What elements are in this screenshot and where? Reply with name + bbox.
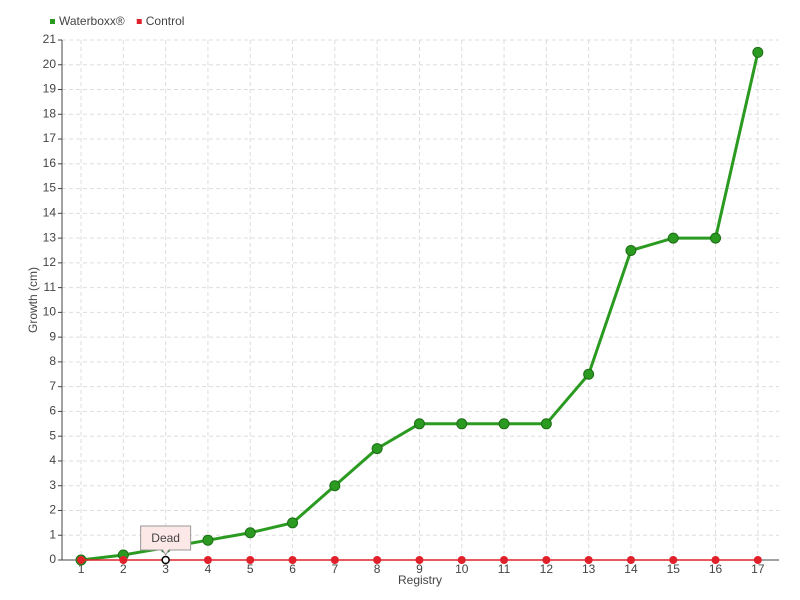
x-tick-label: 2 xyxy=(120,562,127,576)
y-tick-label: 14 xyxy=(43,206,57,220)
y-tick-label: 13 xyxy=(43,230,57,244)
x-tick-label: 8 xyxy=(374,562,381,576)
point xyxy=(287,517,299,529)
x-tick-label: 17 xyxy=(751,562,765,576)
y-tick-label: 20 xyxy=(43,57,57,71)
x-tick-label: 9 xyxy=(416,562,423,576)
point xyxy=(584,556,593,564)
point xyxy=(330,556,339,564)
point xyxy=(456,418,468,430)
point xyxy=(625,244,637,256)
x-tick-label: 13 xyxy=(582,562,596,576)
x-tick-label: 4 xyxy=(205,562,212,576)
point xyxy=(288,556,297,564)
y-tick-label: 1 xyxy=(49,527,56,541)
point xyxy=(203,556,212,564)
point xyxy=(583,368,595,380)
y-tick-label: 7 xyxy=(49,379,56,393)
x-tick-label: 11 xyxy=(498,562,511,576)
x-tick-label: 15 xyxy=(667,562,681,576)
point xyxy=(329,480,341,492)
point xyxy=(667,232,679,244)
point xyxy=(371,443,383,455)
y-tick-label: 11 xyxy=(44,280,57,294)
annotation-text: Dead xyxy=(151,531,180,545)
x-tick-label: 5 xyxy=(247,562,254,576)
point xyxy=(415,556,424,564)
point xyxy=(752,46,764,58)
point xyxy=(498,418,510,430)
x-axis-label: Registry xyxy=(398,573,442,587)
x-tick-label: 6 xyxy=(289,562,296,576)
y-tick-label: 15 xyxy=(43,181,57,195)
point xyxy=(711,556,720,564)
y-tick-label: 6 xyxy=(49,404,56,418)
x-tick-label: 7 xyxy=(331,562,338,576)
annotation-box xyxy=(140,525,192,556)
x-tick-label: 14 xyxy=(624,562,638,576)
point xyxy=(626,556,635,564)
x-tick-label: 10 xyxy=(455,562,469,576)
x-tick-label: 16 xyxy=(709,562,723,576)
point xyxy=(244,527,256,539)
x-tick-label: 12 xyxy=(540,562,554,576)
legend-label: Waterboxx® xyxy=(59,14,125,28)
y-tick-label: 5 xyxy=(49,428,56,442)
y-tick-label: 19 xyxy=(43,82,57,96)
y-tick-label: 12 xyxy=(43,255,57,269)
y-tick-label: 9 xyxy=(49,329,56,343)
point xyxy=(540,418,552,430)
y-tick-label: 8 xyxy=(49,354,56,368)
y-tick-label: 2 xyxy=(49,503,56,517)
annotation-point xyxy=(161,555,170,565)
legend-swatch xyxy=(50,19,55,24)
point xyxy=(246,556,255,564)
point xyxy=(413,418,425,430)
y-tick-label: 16 xyxy=(43,156,57,170)
y-tick-label: 3 xyxy=(49,478,56,492)
x-tick-label: 3 xyxy=(162,562,169,576)
y-tick-label: 10 xyxy=(43,305,57,319)
point xyxy=(373,556,382,564)
y-axis-label: Growth (cm) xyxy=(26,267,40,333)
point xyxy=(753,556,762,564)
y-tick-label: 17 xyxy=(43,131,57,145)
point xyxy=(669,556,678,564)
legend-label: Control xyxy=(146,14,185,28)
y-tick-label: 4 xyxy=(49,453,56,467)
point xyxy=(542,556,551,564)
point xyxy=(710,232,722,244)
point xyxy=(202,534,214,546)
y-tick-label: 0 xyxy=(49,552,56,566)
legend-swatch xyxy=(136,19,142,24)
point xyxy=(77,556,86,564)
point xyxy=(457,556,466,564)
y-tick-label: 21 xyxy=(43,32,57,46)
y-tick-label: 18 xyxy=(43,106,57,120)
point xyxy=(119,556,128,564)
point xyxy=(500,556,509,564)
x-tick-label: 1 xyxy=(78,562,85,576)
